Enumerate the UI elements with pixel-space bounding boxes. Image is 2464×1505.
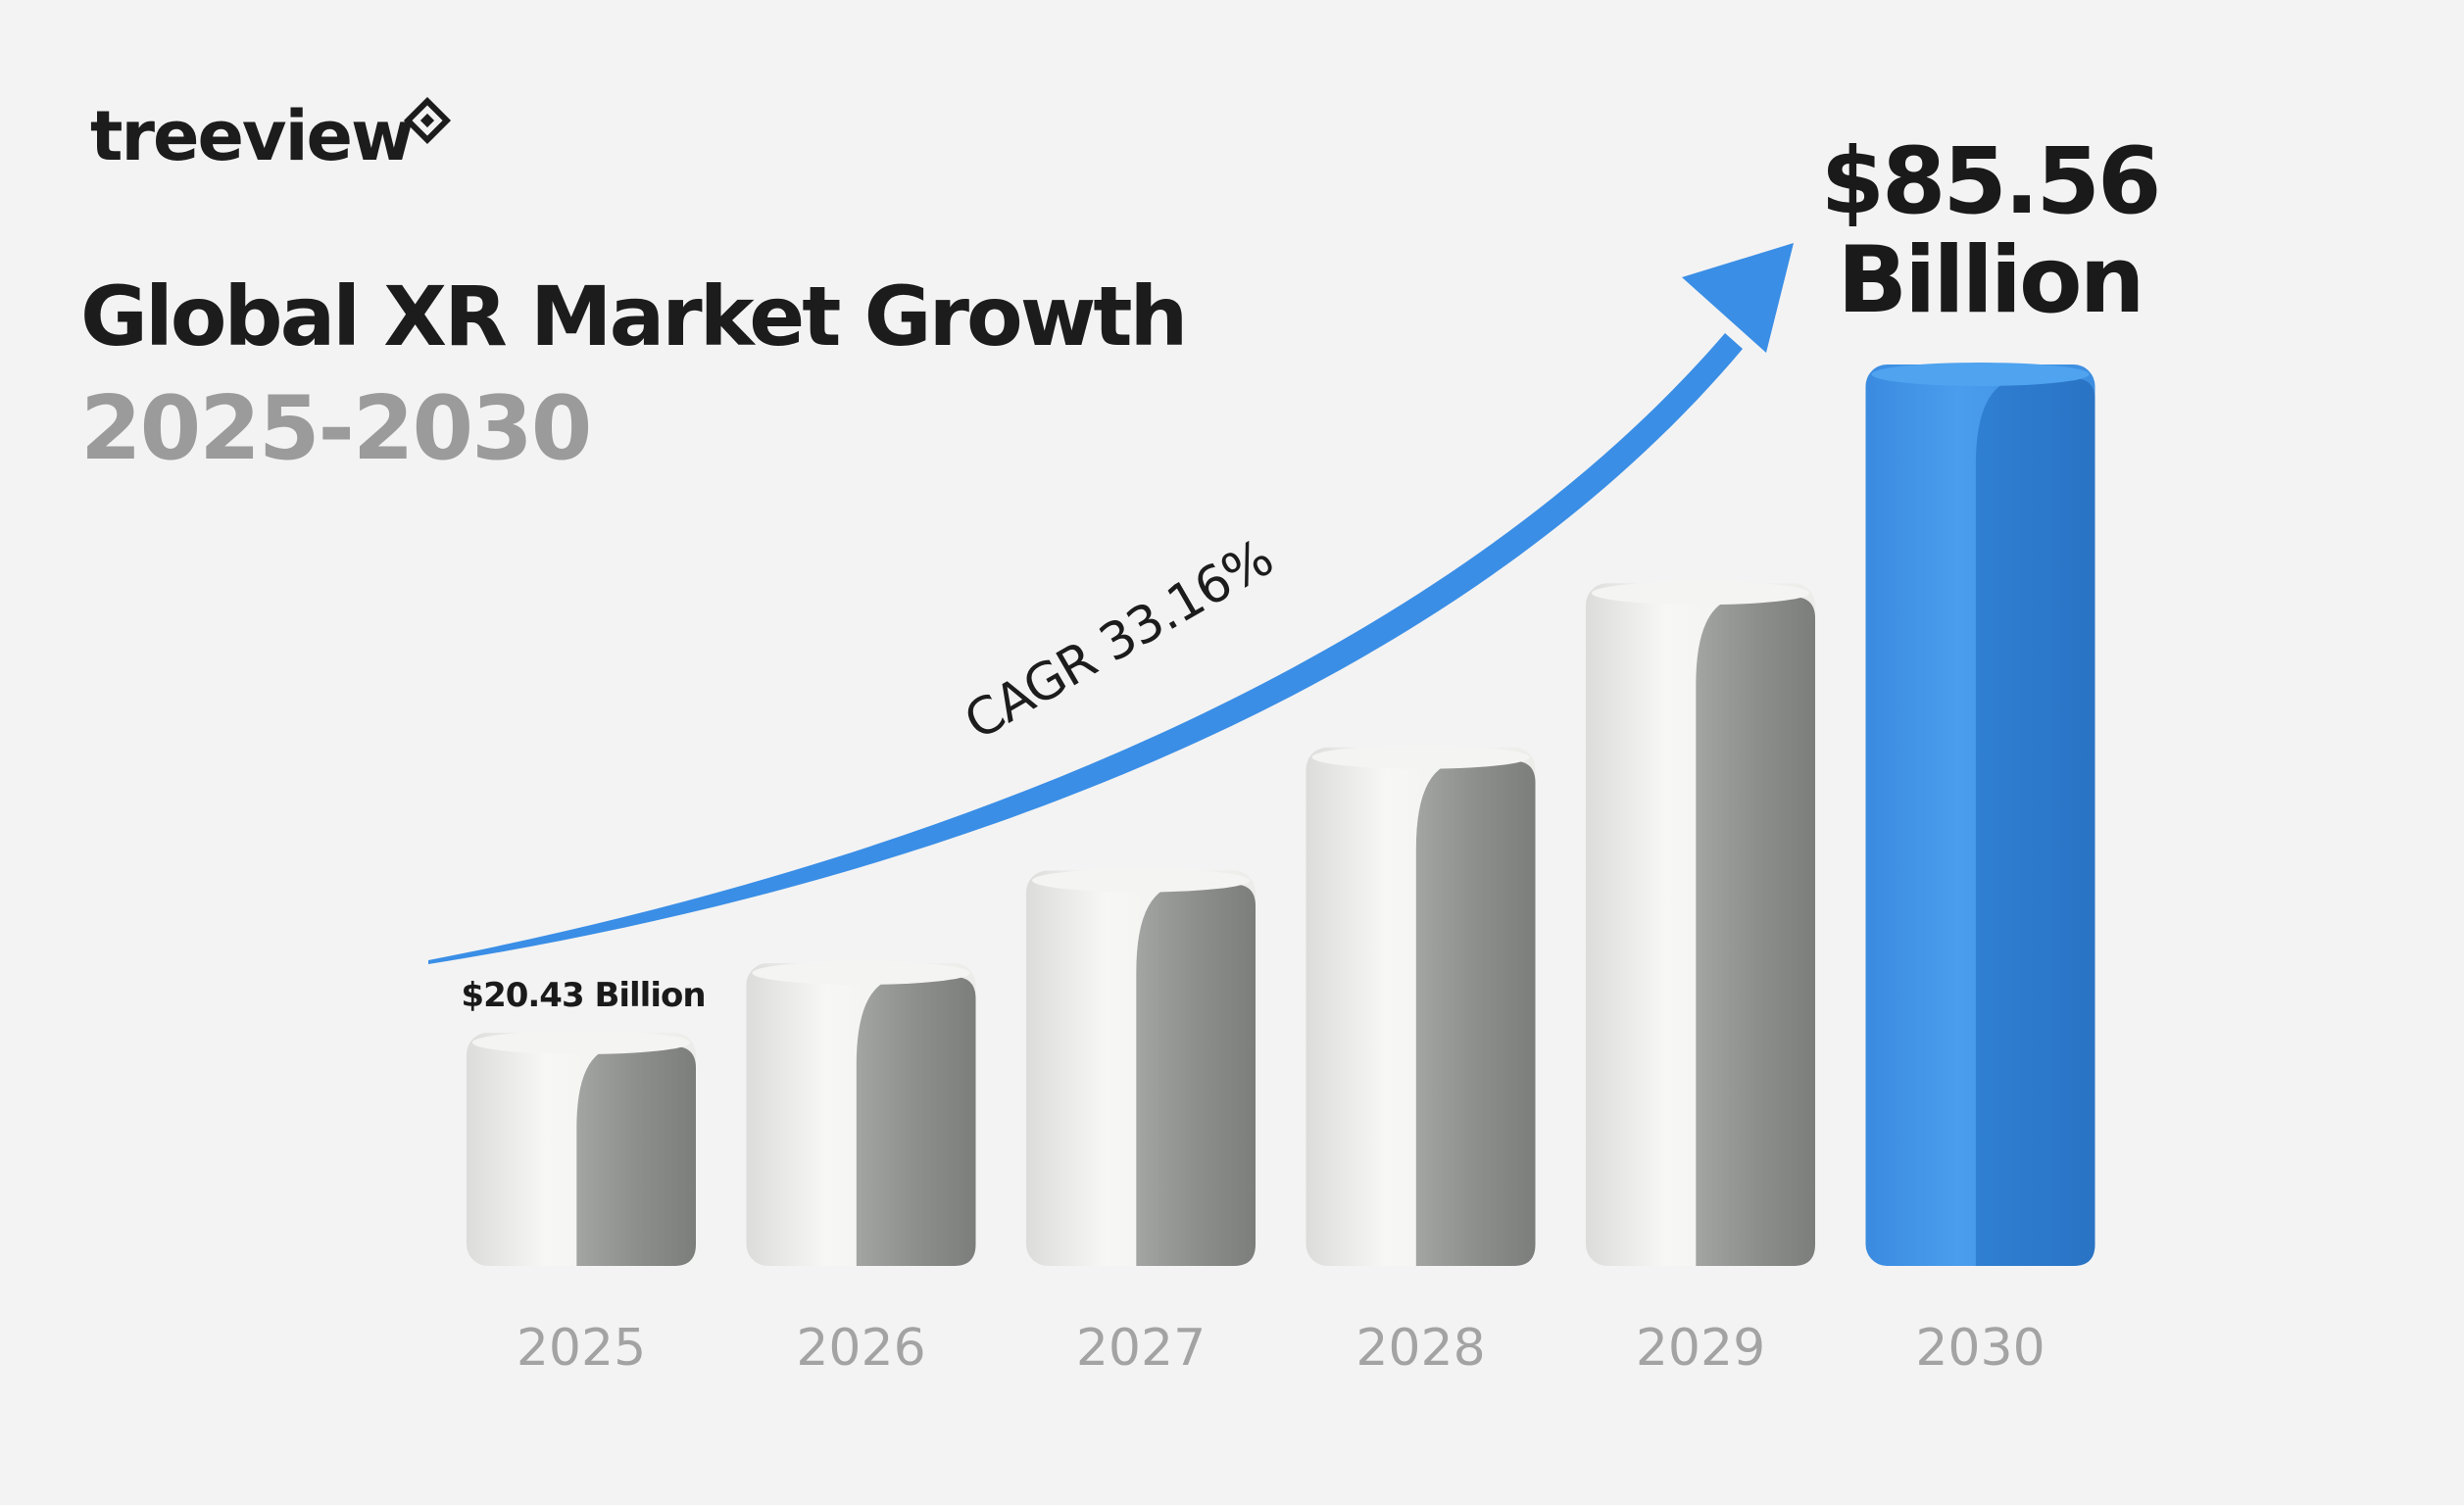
bar-shade xyxy=(1975,378,2095,1266)
bar-shade xyxy=(1415,760,1536,1266)
year-label-2027: 2027 xyxy=(1076,1319,1206,1378)
bar-2030 xyxy=(1865,363,2095,1266)
bar-shade xyxy=(576,1046,696,1266)
year-label-2026: 2026 xyxy=(796,1319,925,1378)
brand-logo: treeview xyxy=(90,96,452,176)
year-labels-group: 2025 2026 2027 2028 2029 2030 xyxy=(517,1319,2045,1378)
year-label-2025: 2025 xyxy=(517,1319,646,1378)
chart-title: Global XR Market Growth xyxy=(80,268,1185,364)
chart-subtitle: 2025-2030 xyxy=(80,377,590,480)
diamond-node-icon xyxy=(403,96,452,145)
bar-cap xyxy=(1592,581,1809,606)
trend-arrow xyxy=(428,243,1794,964)
bar-shade xyxy=(1696,597,1815,1266)
bar-2025 xyxy=(467,1031,696,1266)
bar-2026 xyxy=(746,961,976,1266)
bar-cap xyxy=(1311,745,1530,769)
bar-2027 xyxy=(1026,868,1256,1266)
bar-2028 xyxy=(1306,745,1536,1266)
bar-cap xyxy=(752,961,970,986)
trend-arrowhead xyxy=(1682,243,1794,353)
end-value-label-line1: $85.56 xyxy=(1821,128,2159,235)
bar-cap xyxy=(1032,868,1250,893)
start-value-label: $20.43 Billion xyxy=(461,976,705,1015)
bar-shade xyxy=(856,977,976,1266)
year-label-2029: 2029 xyxy=(1636,1319,1765,1378)
bar-2029 xyxy=(1586,581,1815,1266)
bar-shade xyxy=(1136,884,1256,1266)
year-label-2028: 2028 xyxy=(1355,1319,1485,1378)
brand-name: treeview xyxy=(90,96,413,176)
end-value-label-line2: Billion xyxy=(1837,227,2142,334)
bars-group xyxy=(467,363,2095,1266)
bar-cap xyxy=(472,1031,690,1054)
bar-cap xyxy=(1871,363,2090,386)
year-label-2030: 2030 xyxy=(1915,1319,2045,1378)
